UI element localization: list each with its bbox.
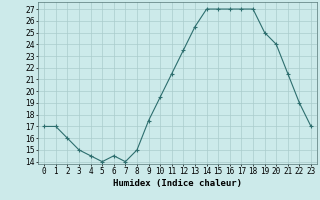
X-axis label: Humidex (Indice chaleur): Humidex (Indice chaleur) — [113, 179, 242, 188]
